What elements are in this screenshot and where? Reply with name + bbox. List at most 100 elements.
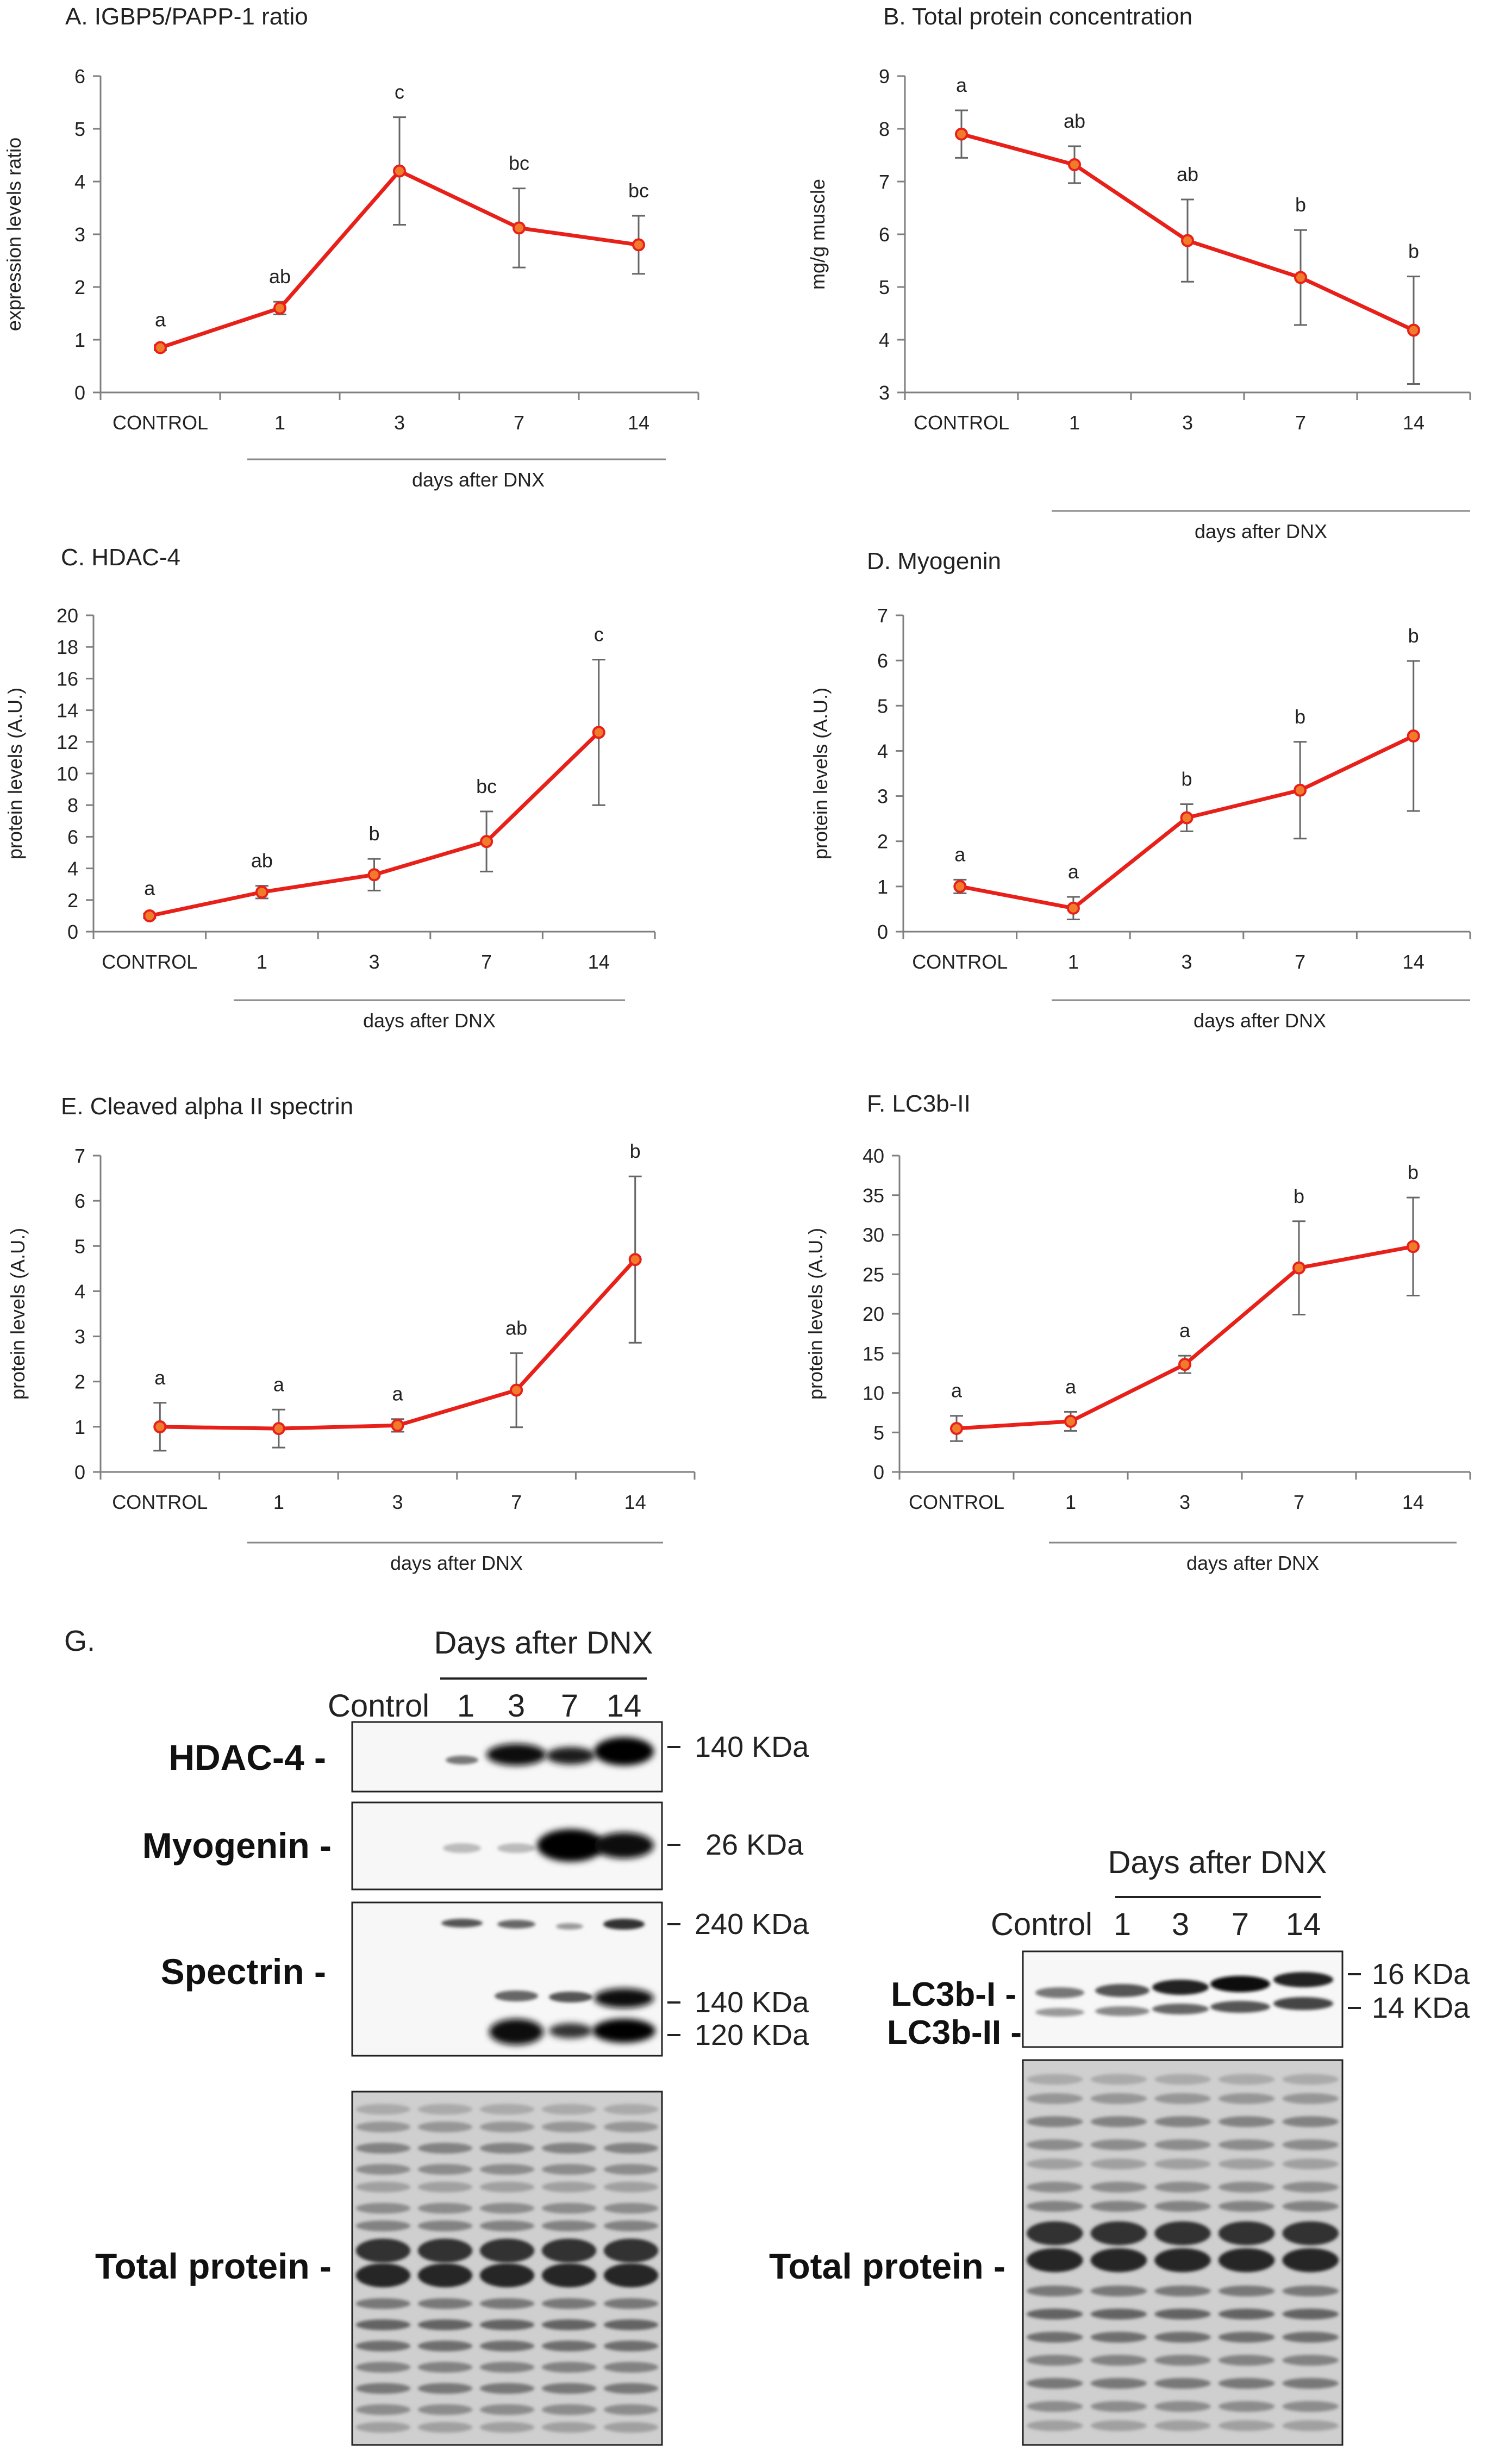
data-point [1407,729,1420,743]
data-point [950,1421,963,1435]
protein-band [1154,2378,1211,2389]
protein-band [417,2238,473,2263]
protein-band [417,2341,473,2351]
chart-title: A. IGBP5/PAPP-1 ratio [65,3,308,30]
x-tick-label: CONTROL [912,951,1008,973]
data-point [1064,1414,1077,1428]
chart-panel-a: A. IGBP5/PAPP-1 ratio expression levels r… [3,3,699,491]
protein-band [479,2341,535,2351]
y-tick-label: 8 [67,794,78,816]
significance-letter: a [951,1380,963,1402]
y-tick-label: 10 [863,1382,884,1405]
protein-band [1218,2074,1275,2085]
blot-row-label-lc3b-i: LC3b-I - [891,1976,1016,2013]
y-tick-label: 18 [57,636,78,658]
protein-band [541,2422,597,2433]
protein-band [479,2362,535,2373]
x-tick-label: 1 [274,411,285,434]
blot-row-label-total-protein: Total protein - [769,2246,1005,2286]
blot-band [497,1920,535,1929]
data-point [513,221,526,235]
significance-letter: ab [269,265,291,288]
chart-title: D. Myogenin [867,548,1001,575]
data-point [273,301,286,315]
protein-band [603,2220,659,2231]
protein-band [1090,2158,1147,2170]
protein-band [603,2422,659,2433]
y-tick-label: 20 [863,1303,884,1325]
x-tick-label: 3 [394,411,405,434]
protein-band [1090,2401,1147,2412]
protein-band [417,2263,473,2287]
blot-bands-myogenin [443,1829,654,1862]
blot-band [441,1919,483,1927]
blot-band [556,1923,583,1930]
x-axis-label: days after DNX [1195,520,1327,542]
x-tick-label: 7 [1295,951,1305,973]
protein-band [479,2319,535,2330]
protein-band [603,2383,659,2394]
size-marker-26kda: 26 KDa [705,1829,804,1861]
data-point [153,1420,167,1433]
protein-band [541,2143,597,2154]
protein-band [541,2319,597,2330]
protein-band [1282,2139,1339,2150]
protein-band [603,2181,659,2193]
protein-band [1154,2309,1211,2320]
protein-band [355,2298,411,2309]
protein-band [1282,2355,1339,2366]
significance-letter: bc [476,775,497,797]
y-tick-label: 0 [877,921,888,943]
total-protein-bands-left [355,2104,659,2433]
y-tick-label: 4 [67,858,78,880]
chart-title: F. LC3b-II [867,1090,971,1117]
significance-letter: b [630,1140,641,1162]
y-tick-label: 20 [57,604,78,627]
data-point [367,868,381,882]
protein-band [541,2122,597,2132]
blot-left-lane-label: 3 [508,1688,525,1724]
y-tick-label: 30 [863,1224,884,1246]
blot-panel-right: Days after DNX Control 1 3 7 14 LC3b-I -… [769,1845,1470,2446]
y-tick-label: 12 [57,731,78,753]
y-tick-label: 0 [67,921,78,943]
blot-row-label-myogenin: Myogenin - [142,1825,332,1865]
significance-letter: bc [509,152,529,174]
protein-band [1154,2181,1211,2193]
blot-row-label-spectrin: Spectrin - [161,1951,326,1992]
protein-band [1027,2331,1083,2343]
blot-band [1152,1980,1209,1995]
protein-band [355,2164,411,2175]
x-tick-label: 3 [1181,951,1192,973]
protein-band [417,2362,473,2373]
data-point [393,164,406,178]
y-axis-label: protein levels (A.U.) [809,688,832,859]
blot-right-lane-label: 1 [1114,1907,1131,1942]
significance-letter: b [1408,625,1419,647]
y-tick-label: 1 [877,876,888,898]
protein-band [1282,2074,1339,2085]
y-tick-label: 6 [74,65,85,88]
y-tick-label: 35 [863,1184,884,1207]
data-point [154,341,167,354]
protein-band [1090,2285,1147,2297]
protein-band [1218,2420,1275,2431]
y-tick-label: 15 [863,1343,884,1365]
protein-band [417,2383,473,2394]
protein-band [1090,2420,1147,2431]
x-tick-label: CONTROL [113,411,208,434]
y-tick-label: 7 [877,604,888,627]
protein-band [417,2104,473,2115]
y-tick-label: 40 [863,1145,884,1167]
chart-panel-e: E. Cleaved alpha II spectrin protein leve… [7,1093,696,1574]
protein-band [1090,2355,1147,2366]
data-point [632,238,645,252]
protein-band [541,2362,597,2373]
size-marker-120kda: 120 KDa [695,2019,809,2051]
protein-band [1282,2201,1339,2212]
panel-g-label: G. [64,1625,95,1657]
protein-band [1218,2248,1275,2273]
y-axis-label: mg/g muscle [807,179,829,290]
protein-band [1154,2355,1211,2366]
x-tick-label: 1 [1065,1491,1076,1513]
